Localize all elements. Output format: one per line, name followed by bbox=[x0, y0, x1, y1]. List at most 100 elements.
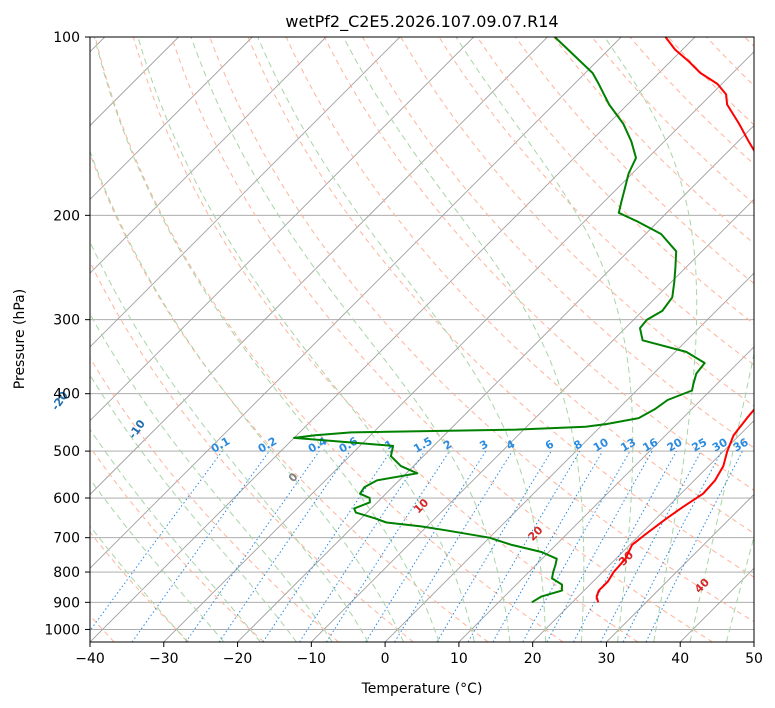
x-tick-label: 30 bbox=[598, 651, 616, 667]
mixing-ratio-line bbox=[299, 450, 426, 642]
moist-adiabat-line bbox=[90, 312, 333, 642]
isotherm-line bbox=[753, 641, 754, 642]
moist-adiabat-label: 40 bbox=[692, 576, 712, 596]
dry-adiabat-line bbox=[90, 356, 339, 642]
line-labels: 0.10.20.40.611.52346810131620253036-100-… bbox=[49, 389, 751, 596]
isotherm-line bbox=[384, 272, 754, 642]
axis-ticks: −40 −30 −20 −10 0 10 20 30 40 5010009008007006005… bbox=[44, 30, 763, 667]
isotherm-line bbox=[532, 420, 754, 642]
dry-adiabat-line bbox=[90, 446, 265, 642]
profiles bbox=[293, 37, 754, 604]
mixing-ratio-line bbox=[546, 450, 653, 642]
y-tick-label: 500 bbox=[53, 444, 80, 460]
dry-adiabat-line bbox=[94, 37, 564, 642]
mixing-ratio-label: 10 bbox=[591, 435, 611, 454]
mixing-ratio-line bbox=[573, 450, 677, 642]
temperature-profile-line bbox=[595, 37, 754, 603]
x-axis-label: Temperature (°C) bbox=[361, 681, 483, 697]
mixing-ratio-line bbox=[600, 450, 702, 642]
mixing-ratio-label: 0.2 bbox=[256, 435, 279, 456]
plot-frame bbox=[89, 36, 755, 643]
mixing-ratio-line bbox=[185, 450, 320, 642]
x-tick-label: −10 bbox=[297, 651, 327, 667]
mixing-ratio-label: 25 bbox=[690, 436, 710, 455]
moist-adiabat-line bbox=[90, 478, 225, 642]
moist-adiabat-line bbox=[257, 37, 547, 642]
isotherm-line bbox=[606, 493, 754, 642]
x-tick-label: 10 bbox=[450, 651, 468, 667]
mixing-ratio-label: 13 bbox=[618, 436, 638, 455]
dry-adiabat-line bbox=[438, 37, 754, 366]
mixing-ratio-line bbox=[645, 450, 743, 642]
moist-adiabat-line bbox=[90, 149, 404, 642]
mixing-ratio-label: 0.6 bbox=[337, 434, 361, 455]
dry-adiabat-line bbox=[629, 37, 754, 165]
moist-adiabat-line bbox=[93, 37, 440, 642]
moist-adiabat-line bbox=[342, 37, 585, 642]
isotherm-line bbox=[237, 124, 754, 642]
y-tick-label: 400 bbox=[53, 387, 80, 403]
moist-adiabat-label: 20 bbox=[526, 523, 546, 543]
moist-adiabat-line bbox=[90, 428, 261, 642]
mixing-ratio-line bbox=[467, 450, 581, 642]
isotherm-line bbox=[90, 37, 401, 348]
dry-adiabat-label: -10 bbox=[126, 417, 148, 441]
dry-adiabat-line bbox=[90, 260, 414, 642]
dewpoint-profile-line bbox=[293, 37, 706, 604]
y-tick-label: 1000 bbox=[44, 622, 80, 638]
y-tick-label: 800 bbox=[53, 565, 80, 581]
isotherm-line bbox=[90, 37, 474, 422]
mixing-ratio-label: 0.1 bbox=[209, 435, 232, 456]
isotherm-line bbox=[311, 198, 754, 642]
dry-adiabat-line bbox=[400, 37, 754, 407]
isotherm-line bbox=[90, 37, 253, 200]
dry-adiabat-line bbox=[90, 531, 190, 642]
moist-adiabat-line bbox=[190, 37, 511, 642]
x-tick-label: 20 bbox=[524, 651, 542, 667]
mixing-ratio-line bbox=[262, 450, 392, 642]
y-tick-label: 900 bbox=[53, 595, 80, 611]
dry-adiabat-line bbox=[171, 37, 713, 642]
moist-adiabat-line bbox=[90, 374, 297, 642]
moist-adiabat-line bbox=[604, 37, 698, 642]
isotherm-line bbox=[90, 37, 696, 642]
isotherm-line bbox=[163, 51, 754, 642]
isotherm-line bbox=[458, 346, 754, 642]
moist-adiabat-line bbox=[137, 37, 475, 642]
dry-adiabat-line bbox=[247, 37, 754, 578]
y-tick-label: 600 bbox=[53, 491, 80, 507]
isotherm-line bbox=[90, 37, 622, 569]
mixing-ratio-label: 16 bbox=[641, 435, 661, 454]
moist-adiabat-line bbox=[726, 535, 754, 642]
mixing-ratio-line bbox=[394, 450, 513, 642]
mixing-ratio-line bbox=[522, 450, 631, 642]
mixing-ratio-line bbox=[90, 450, 223, 632]
y-axis-label: Pressure (hPa) bbox=[12, 289, 28, 389]
dry-adiabat-line bbox=[515, 37, 754, 285]
x-tick-label: 40 bbox=[671, 651, 689, 667]
dry-adiabat-line bbox=[90, 152, 489, 642]
mixing-ratio-line bbox=[218, 450, 351, 642]
mixing-ratio-label: 8 bbox=[572, 438, 585, 453]
x-tick-label: 0 bbox=[381, 651, 390, 667]
mixing-ratio-line bbox=[436, 450, 552, 642]
x-tick-label: −30 bbox=[149, 651, 179, 667]
dry-adiabat-line bbox=[132, 37, 639, 642]
isotherm-line bbox=[90, 37, 327, 274]
background-lines bbox=[90, 37, 754, 642]
mixing-ratio-label: 1.5 bbox=[411, 435, 434, 456]
mixing-ratio-label: 20 bbox=[665, 435, 685, 454]
moist-adiabat-line bbox=[689, 351, 754, 642]
moist-adiabat-line bbox=[90, 525, 188, 642]
moist-adiabat-label: 0 bbox=[286, 470, 301, 485]
moist-adiabat-line bbox=[90, 240, 369, 642]
y-tick-label: 300 bbox=[53, 313, 80, 329]
isotherm-line bbox=[679, 567, 754, 642]
moist-adiabat-label: 10 bbox=[411, 496, 431, 516]
mixing-ratio-label: 2 bbox=[441, 438, 454, 453]
mixing-ratio-label: 3 bbox=[477, 438, 490, 453]
isotherm-line bbox=[90, 37, 548, 496]
dry-adiabat-line bbox=[362, 37, 754, 449]
mixing-ratio-line bbox=[131, 450, 270, 642]
